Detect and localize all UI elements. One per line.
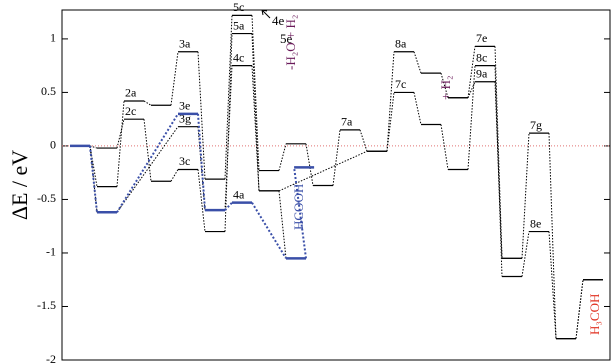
connector [494, 81, 503, 259]
connector [116, 100, 125, 187]
connector [440, 124, 449, 170]
connector [359, 129, 368, 152]
connector [143, 119, 152, 182]
connector [440, 73, 449, 98]
connector [467, 81, 476, 98]
connector [575, 279, 584, 339]
annotation: 4e [272, 13, 285, 28]
connector [116, 113, 179, 213]
level-label: 3e [179, 99, 190, 113]
y-tick-label: 0 [50, 138, 56, 152]
connector [224, 33, 233, 232]
y-tick-label: -2 [46, 352, 56, 364]
connector [521, 231, 530, 277]
connector [224, 201, 233, 211]
connector [278, 190, 287, 259]
level-label: 5c [233, 0, 244, 14]
connector [386, 51, 395, 152]
connector [197, 113, 206, 211]
connector [224, 15, 233, 180]
level-label: 2a [125, 86, 137, 100]
y-tick-label: 1 [50, 31, 56, 45]
connector [332, 129, 341, 186]
connector [413, 92, 422, 125]
level-label: 8c [476, 50, 487, 64]
level-label: 9a [476, 66, 488, 80]
connector [224, 65, 233, 211]
annotation: + H₂ [438, 75, 453, 100]
level-label: 7g [530, 118, 542, 132]
connector [386, 92, 395, 152]
arrow [261, 9, 271, 19]
connector [293, 167, 307, 259]
connector [143, 100, 152, 106]
level-label: 8e [530, 216, 541, 230]
connector [494, 65, 503, 277]
annotation: -H₂O + H₂ [283, 15, 298, 70]
connector [116, 126, 179, 213]
level-label: 7a [341, 115, 353, 129]
y-tick-label: 0.5 [41, 84, 56, 98]
level-label: 3c [179, 154, 190, 168]
connector [251, 202, 287, 259]
level-label: 4c [233, 50, 244, 64]
y-tick-label: -0.5 [37, 191, 56, 205]
level-label: 7e [476, 31, 487, 45]
connector [116, 119, 125, 149]
y-tick-label: -1 [46, 245, 56, 259]
connector [251, 15, 260, 171]
connector [89, 145, 98, 213]
level-label: 3a [179, 36, 191, 50]
y-tick-label: -1.5 [37, 298, 56, 312]
connector [251, 33, 260, 191]
connector [170, 51, 179, 106]
connector [575, 279, 584, 339]
level-label: 2c [125, 104, 136, 118]
connector [197, 169, 206, 232]
connector [278, 150, 368, 192]
connector [170, 169, 179, 182]
connector [494, 46, 503, 259]
level-label: 7c [395, 77, 406, 91]
connector [89, 145, 98, 149]
connector [413, 51, 422, 74]
y-axis-label: ΔE / eV [7, 150, 32, 220]
connector [305, 143, 314, 186]
plot-frame [61, 9, 611, 361]
level-label: 8a [395, 36, 407, 50]
annotation: HCOOH [291, 184, 306, 230]
annotation: 5e [280, 31, 293, 46]
connector [467, 65, 476, 170]
connector [548, 133, 557, 339]
level-label: 4a [233, 187, 245, 201]
level-label: 5a [233, 18, 245, 32]
annotation: H₃COH [587, 294, 602, 335]
connector [197, 51, 206, 180]
connector [197, 126, 206, 211]
connector [278, 143, 287, 171]
connector [467, 46, 476, 98]
